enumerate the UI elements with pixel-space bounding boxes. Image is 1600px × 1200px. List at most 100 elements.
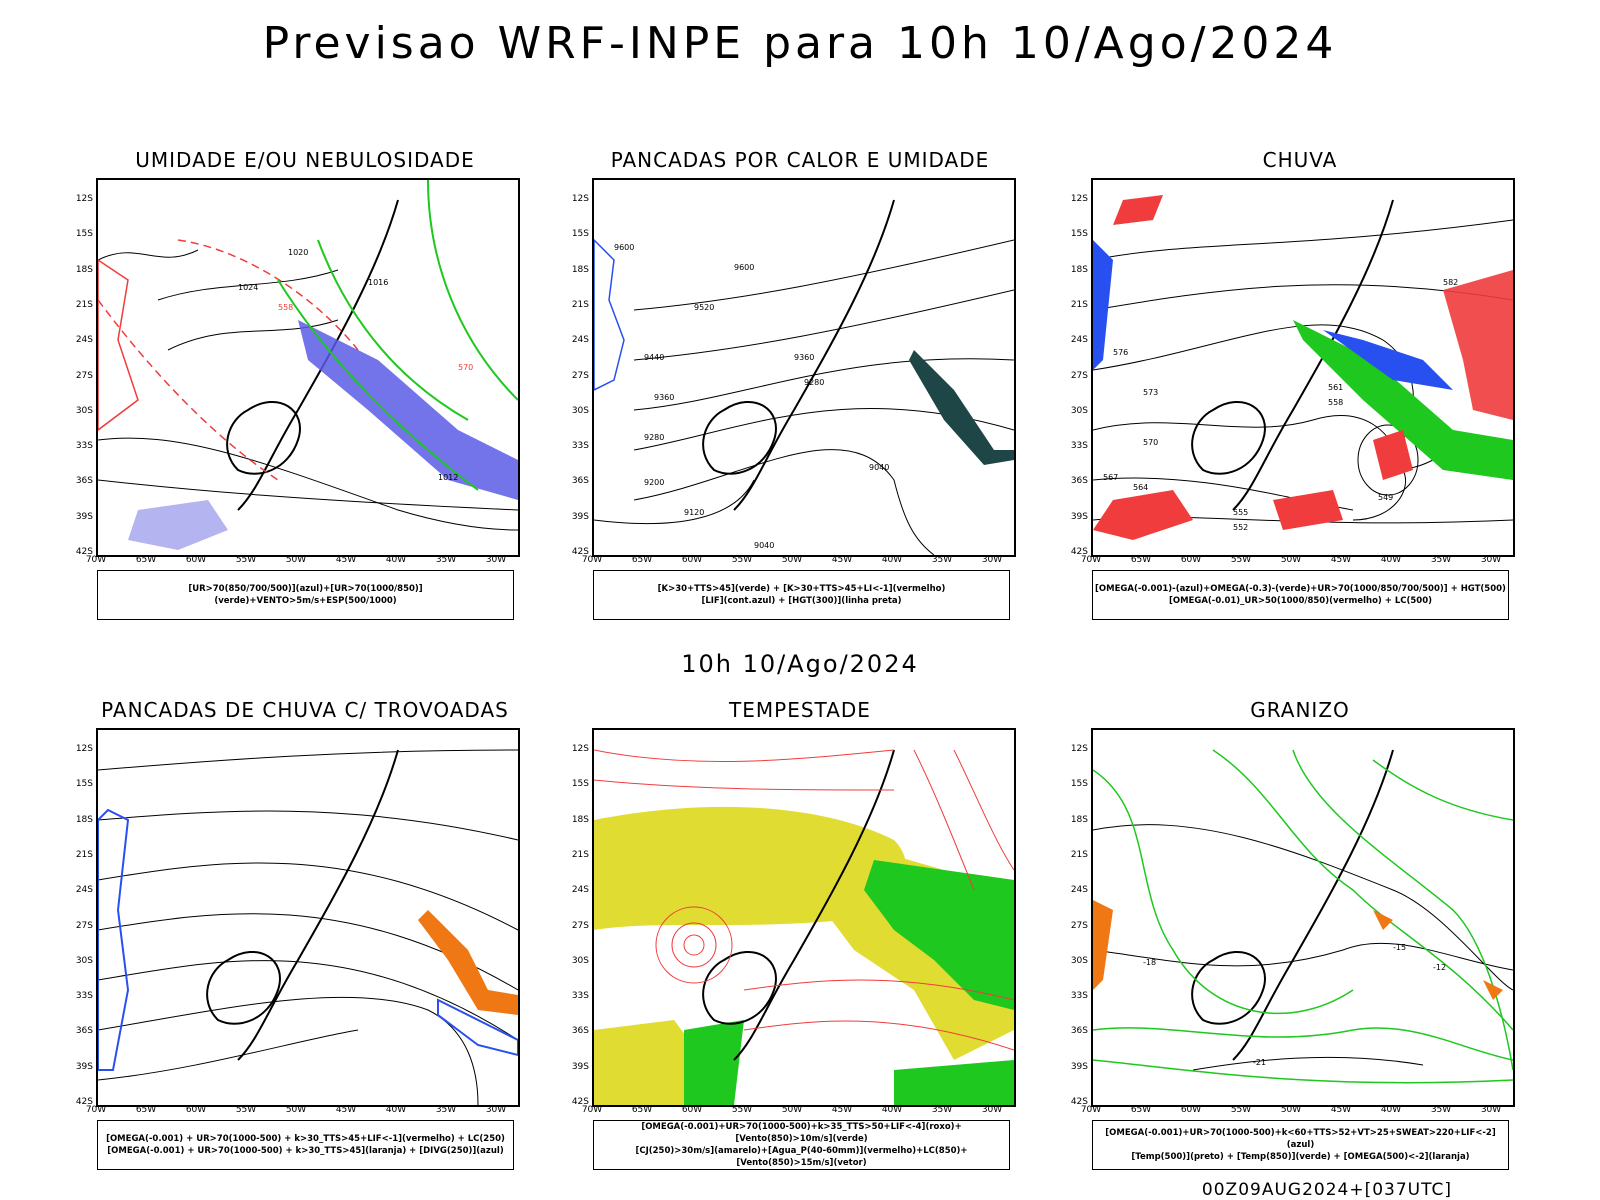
lat-tick-label: 39S [571,1061,589,1072]
lat-tick-label: 30S [75,405,93,416]
lon-tick-label: 55W [1230,1105,1252,1115]
lat-tick-label: 18S [75,814,93,825]
contour-label: -21 [1253,1058,1266,1067]
contour-label: 576 [1113,348,1128,357]
lon-tick-label: 40W [1380,555,1402,565]
lon-tick-label: 65W [135,555,157,565]
contour-label: 9360 [794,353,814,362]
contour-label: 1012 [438,473,458,482]
lon-tick-label: 60W [681,1105,703,1115]
lon-tick-label: 70W [581,555,603,565]
lon-tick-label: 45W [831,555,853,565]
contour-label: 9440 [644,353,664,362]
mid-time-label: 10h 10/Ago/2024 [681,650,919,678]
lon-tick-label: 60W [185,1105,207,1115]
lon-tick-label: 35W [931,555,953,565]
lon-tick-label: 70W [85,1105,107,1115]
panel-title-granizo: GRANIZO [1250,698,1350,722]
contour-label: 564 [1133,483,1148,492]
lon-tick-label: 65W [631,1105,653,1115]
lat-tick-label: 18S [1070,264,1088,275]
map-tempestade [592,728,1016,1107]
contour-label: 9600 [614,243,634,252]
lat-tick-label: 21S [1070,849,1088,860]
legend-chuva: [OMEGA(-0.001)-(azul)+OMEGA(-0.3)-(verde… [1092,570,1509,620]
lon-tick-label: 40W [881,1105,903,1115]
lat-tick-label: 30S [1070,955,1088,966]
lat-tick-label: 21S [571,849,589,860]
panel-title-pancadas-calor: PANCADAS POR CALOR E UMIDADE [610,148,990,172]
lon-tick-label: 65W [1130,1105,1152,1115]
map-canvas-trovoadas [98,749,518,1105]
lat-tick-label: 27S [75,370,93,381]
contour-label: 558 [278,303,293,312]
lat-tick-label: 33S [75,991,93,1002]
contour-label: 561 [1328,383,1343,392]
lat-tick-label: 18S [75,264,93,275]
lon-tick-label: 35W [1430,555,1452,565]
map-canvas-tempestade [594,749,1014,1105]
contour-label: 582 [1443,278,1458,287]
map-canvas-pancadas-calor: 9600 9600 9520 9440 9360 9360 9280 9280 … [594,199,1014,555]
lat-tick-label: 24S [75,335,93,346]
lon-tick-label: 50W [781,555,803,565]
lat-tick-label: 24S [75,885,93,896]
contour-label: 1016 [368,278,388,287]
lat-tick-label: 42S [1070,547,1088,557]
lat-tick-label: 39S [1070,1061,1088,1072]
map-pancadas-calor: 9600 9600 9520 9440 9360 9360 9280 9280 … [592,178,1016,557]
lon-tick-label: 30W [1480,555,1502,565]
legend-granizo: [OMEGA(-0.001)+UR>70(1000-500)+k<60+TTS>… [1092,1120,1509,1170]
lon-tick-label: 70W [1080,1105,1102,1115]
panel-title-trovoadas: PANCADAS DE CHUVA C/ TROVOADAS [101,698,509,722]
lat-tick-label: 27S [75,920,93,931]
lat-tick-label: 18S [571,814,589,825]
lat-tick-label: 27S [1070,370,1088,381]
map-umidade: 1024 1020 1016 1012 570 558 [96,178,520,557]
lat-tick-label: 30S [75,955,93,966]
lat-tick-label: 42S [571,1097,589,1107]
lat-tick-label: 42S [75,1097,93,1107]
page-title: Previsao WRF-INPE para 10h 10/Ago/2024 [262,18,1338,69]
contour-label: 9120 [684,508,704,517]
map-canvas-chuva: 582 576 573 570 567 564 561 558 555 552 … [1093,195,1513,540]
contour-label: -18 [1143,958,1156,967]
contour-label: 549 [1378,493,1393,502]
lat-tick-label: 27S [1070,920,1088,931]
lat-tick-label: 36S [1070,1026,1088,1037]
contour-label: 9520 [694,303,714,312]
lat-tick-label: 12S [571,194,589,204]
lat-tick-label: 18S [1070,814,1088,825]
lat-tick-label: 36S [75,1026,93,1037]
lat-tick-label: 24S [571,885,589,896]
lon-tick-label: 60W [1180,555,1202,565]
lat-tick-label: 36S [571,1026,589,1037]
lon-tick-label: 40W [1380,1105,1402,1115]
lon-tick-label: 70W [1080,555,1102,565]
lon-tick-label: 45W [1330,1105,1352,1115]
lat-tick-label: 27S [571,370,589,381]
lat-tick-label: 39S [1070,511,1088,522]
lat-tick-label: 36S [571,476,589,487]
contour-label: 9600 [734,263,754,272]
lat-tick-label: 30S [571,955,589,966]
lat-tick-label: 36S [75,476,93,487]
contour-label: 570 [458,363,473,372]
lon-tick-label: 30W [1480,1105,1502,1115]
lat-tick-label: 15S [571,779,589,790]
contour-label: 573 [1143,388,1158,397]
lon-tick-label: 50W [1280,555,1302,565]
lat-tick-label: 36S [1070,476,1088,487]
lat-tick-label: 15S [1070,229,1088,240]
contour-label: 1020 [288,248,308,257]
lat-tick-label: 15S [75,779,93,790]
contour-label: 570 [1143,438,1158,447]
legend-umidade: [UR>70(850/700/500)](azul)+[UR>70(1000/8… [97,570,514,620]
lon-tick-label: 50W [285,1105,307,1115]
lon-tick-label: 35W [435,1105,457,1115]
lat-tick-label: 33S [1070,441,1088,452]
lat-tick-label: 30S [571,405,589,416]
lon-tick-label: 65W [135,1105,157,1115]
lon-tick-label: 55W [731,555,753,565]
lon-tick-label: 30W [981,1105,1003,1115]
